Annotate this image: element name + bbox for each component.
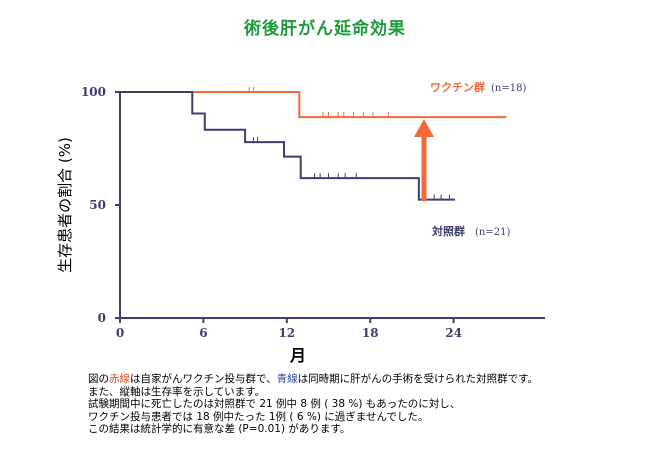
legend-control: 対照群 (431, 224, 465, 238)
y-tick-label: 0 (98, 311, 106, 325)
legend-vaccine: ワクチン群 (430, 80, 485, 94)
x-tick-label: 0 (116, 326, 124, 340)
caption-text: ワクチン投与患者では 18 例中たった 1例 ( 6 %) に過ぎませんでした。 (88, 410, 429, 423)
caption-red-line: 赤線 (109, 373, 130, 385)
y-tick-label: 50 (89, 198, 106, 212)
x-tick-label: 24 (445, 326, 462, 340)
series-line (120, 91, 507, 119)
legend-control-n: (n=21) (475, 227, 510, 238)
y-tick-label: 100 (81, 85, 106, 99)
series-line (120, 91, 455, 201)
caption-text: 試験期間中に死亡したのは対照群で 21 例中 8 例 ( 38 %) もあったの… (88, 398, 461, 410)
caption-text: 図の (88, 373, 109, 385)
x-tick-label: 18 (362, 326, 379, 340)
legend-vaccine-n: (n=18) (491, 83, 526, 94)
x-tick-label: 6 (199, 326, 207, 340)
caption-text: また、縦軸は生存率を示しています。 (88, 385, 266, 398)
effect-arrow-head (414, 119, 434, 137)
x-tick-label: 12 (278, 326, 295, 340)
chart-title: 術後肝がん延命効果 (244, 19, 406, 39)
caption-blue-line: 青線 (276, 373, 298, 385)
survival-chart: 0 6 12 18 24 100 50 0 ワクチン群 (n=18) 対照群 (n=21) 生存患者… (56, 80, 545, 365)
caption: 図の赤線は自家がんワクチン投与群で、青線は同時期に肝がんの手術を受けられた対照群… (88, 373, 628, 436)
y-axis-label: 生存患者の割合 (%) (56, 137, 74, 273)
caption-text: は同時期に肝がんの手術を受けられた対照群です。 (297, 373, 539, 385)
caption-text: この結果は統計学的に有意な差 (P=0.01) があります。 (88, 423, 351, 435)
x-axis-label: 月 (289, 346, 306, 365)
caption-text: は自家がんワクチン投与群で、 (130, 373, 277, 385)
